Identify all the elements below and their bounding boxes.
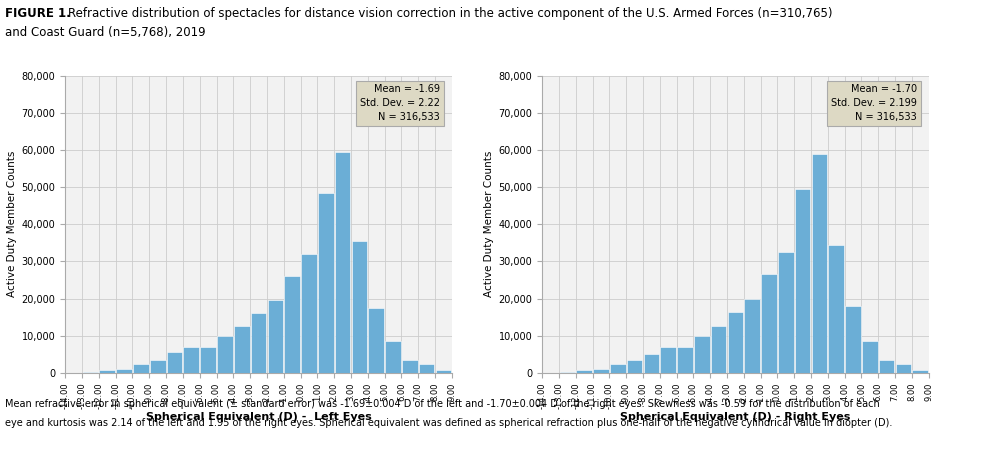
Bar xyxy=(133,364,148,373)
Bar xyxy=(760,274,776,373)
Bar xyxy=(401,360,417,373)
Bar xyxy=(610,364,625,373)
Bar xyxy=(660,347,675,373)
Text: eye and kurtosis was 2.14 of the left and 1.95 of the right eyes. Spherical equi: eye and kurtosis was 2.14 of the left an… xyxy=(5,418,892,428)
Bar xyxy=(727,312,742,373)
Bar xyxy=(368,308,383,373)
Bar xyxy=(895,364,911,373)
Bar xyxy=(743,299,759,373)
Bar xyxy=(710,327,726,373)
Text: Refractive distribution of spectacles for distance vision correction in the acti: Refractive distribution of spectacles fo… xyxy=(68,7,831,20)
Y-axis label: Active Duty Member Counts: Active Duty Member Counts xyxy=(483,151,493,297)
Bar xyxy=(693,336,709,373)
Text: Mean = -1.69
Std. Dev. = 2.22
N = 316,533: Mean = -1.69 Std. Dev. = 2.22 N = 316,53… xyxy=(360,84,439,122)
Bar xyxy=(116,369,131,373)
Bar xyxy=(878,360,894,373)
Y-axis label: Active Duty Member Counts: Active Duty Member Counts xyxy=(7,151,17,297)
Bar xyxy=(284,276,300,373)
Bar xyxy=(200,347,216,373)
X-axis label: Spherical Equivalent (D) -  Left Eyes: Spherical Equivalent (D) - Left Eyes xyxy=(145,412,371,422)
Bar xyxy=(166,353,183,373)
Bar xyxy=(827,244,844,373)
Bar xyxy=(912,370,927,373)
Bar xyxy=(234,327,250,373)
Bar xyxy=(217,336,233,373)
Bar xyxy=(643,354,659,373)
Bar xyxy=(626,360,642,373)
Bar xyxy=(334,152,350,373)
Bar xyxy=(301,254,317,373)
X-axis label: Spherical Equivalent (D) - Right Eyes: Spherical Equivalent (D) - Right Eyes xyxy=(620,412,850,422)
Bar xyxy=(862,341,877,373)
Bar xyxy=(418,364,434,373)
Bar xyxy=(318,193,333,373)
Bar xyxy=(351,241,367,373)
Text: Mean = -1.70
Std. Dev. = 2.199
N = 316,533: Mean = -1.70 Std. Dev. = 2.199 N = 316,5… xyxy=(830,84,916,122)
Text: and Coast Guard (n=5,768), 2019: and Coast Guard (n=5,768), 2019 xyxy=(5,26,206,39)
Bar xyxy=(385,341,400,373)
Text: FIGURE 1.: FIGURE 1. xyxy=(5,7,70,20)
Bar xyxy=(845,306,860,373)
Bar xyxy=(794,189,809,373)
Bar xyxy=(149,360,165,373)
Bar xyxy=(184,347,199,373)
Text: Mean refractive error in spherical equivalent (± standard error) was -1.69±0.004: Mean refractive error in spherical equiv… xyxy=(5,399,879,409)
Bar xyxy=(82,372,98,373)
Bar xyxy=(810,153,826,373)
Bar xyxy=(593,369,608,373)
Bar xyxy=(777,252,793,373)
Bar xyxy=(435,370,450,373)
Bar xyxy=(267,300,283,373)
Bar xyxy=(99,370,115,373)
Bar xyxy=(559,372,575,373)
Bar xyxy=(251,313,266,373)
Bar xyxy=(576,370,592,373)
Bar xyxy=(676,347,692,373)
